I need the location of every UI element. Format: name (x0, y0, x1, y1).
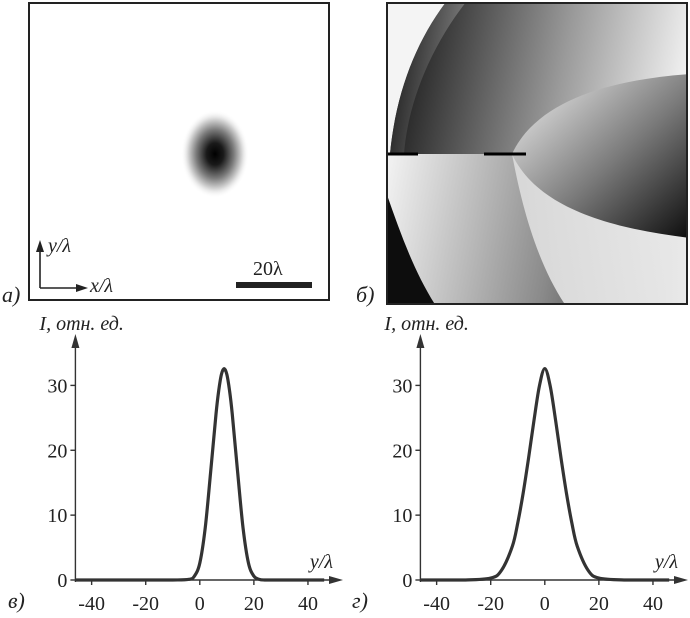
y-axis-arrow (416, 334, 425, 348)
intensity-image: y/λ x/λ 20λ (28, 2, 330, 301)
image-frame (28, 2, 330, 301)
x-axis-label: y/λ (308, 551, 333, 573)
x-tick-label: 20 (244, 593, 264, 615)
phase-image (386, 2, 688, 305)
y-tick-label: 10 (47, 505, 67, 527)
intensity-curve (420, 366, 670, 582)
y-tick-label: 20 (47, 440, 67, 462)
x-tick-label: -20 (477, 593, 504, 615)
phase-frame (386, 2, 688, 305)
phase-wedge-top-left (387, 3, 446, 154)
focal-spot (181, 110, 249, 198)
x-tick-label: 20 (589, 593, 609, 615)
intensity-curve (75, 366, 325, 582)
x-axis-arrow (674, 576, 688, 584)
x-tick-label: 0 (540, 593, 550, 615)
panel-label-c: в) (8, 588, 25, 613)
intensity-profile-chart-d: 0 10 20 30 -40 -20 0 20 40 I, отн. ед. y/λ (383, 313, 688, 615)
axis-indicator (36, 240, 88, 292)
y-axis-label: I, отн. ед. (383, 313, 469, 335)
panel-label-d: г) (352, 588, 368, 613)
axis-x-label: x/λ (89, 275, 113, 297)
y-tick-label: 30 (47, 375, 67, 397)
panel-label-a: а) (2, 282, 21, 307)
y-tick-label: 0 (402, 570, 412, 592)
axis-y-label: y/λ (46, 235, 71, 257)
scale-bar (236, 282, 312, 288)
x-tick-label: 0 (195, 593, 205, 615)
x-axis-label: y/λ (653, 551, 678, 573)
x-tick-label: -40 (423, 593, 450, 615)
x-tick-label: -40 (78, 593, 105, 615)
x-tick-label: -20 (132, 593, 159, 615)
phase-wedge-bottom-left (387, 194, 435, 304)
y-tick-label: 20 (392, 440, 412, 462)
intensity-profile-chart-c: 0 10 20 30 -40 -20 0 20 40 I, отн. ед. y/λ (38, 313, 343, 615)
scale-bar-label: 20λ (253, 258, 283, 280)
panel-label-b: б) (356, 282, 375, 307)
y-axis-label: I, отн. ед. (38, 313, 124, 335)
y-tick-label: 30 (392, 375, 412, 397)
phase-parabola (512, 74, 687, 238)
y-tick-label: 0 (57, 570, 67, 592)
x-tick-label: 40 (643, 593, 663, 615)
y-axis-arrow (71, 334, 80, 348)
x-tick-label: 40 (298, 593, 318, 615)
x-axis-arrow (329, 576, 343, 584)
y-tick-label: 10 (392, 505, 412, 527)
